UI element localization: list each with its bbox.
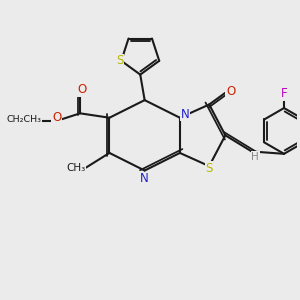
Text: O: O bbox=[52, 111, 61, 124]
Text: S: S bbox=[206, 162, 213, 175]
Text: H: H bbox=[251, 152, 259, 162]
Text: O: O bbox=[226, 85, 235, 98]
Text: F: F bbox=[281, 88, 287, 100]
Text: CH₂CH₃: CH₂CH₃ bbox=[6, 115, 41, 124]
Text: N: N bbox=[181, 108, 190, 121]
Text: O: O bbox=[77, 83, 86, 96]
Text: S: S bbox=[116, 54, 124, 67]
Text: CH₃: CH₃ bbox=[66, 163, 85, 172]
Text: N: N bbox=[140, 172, 149, 185]
